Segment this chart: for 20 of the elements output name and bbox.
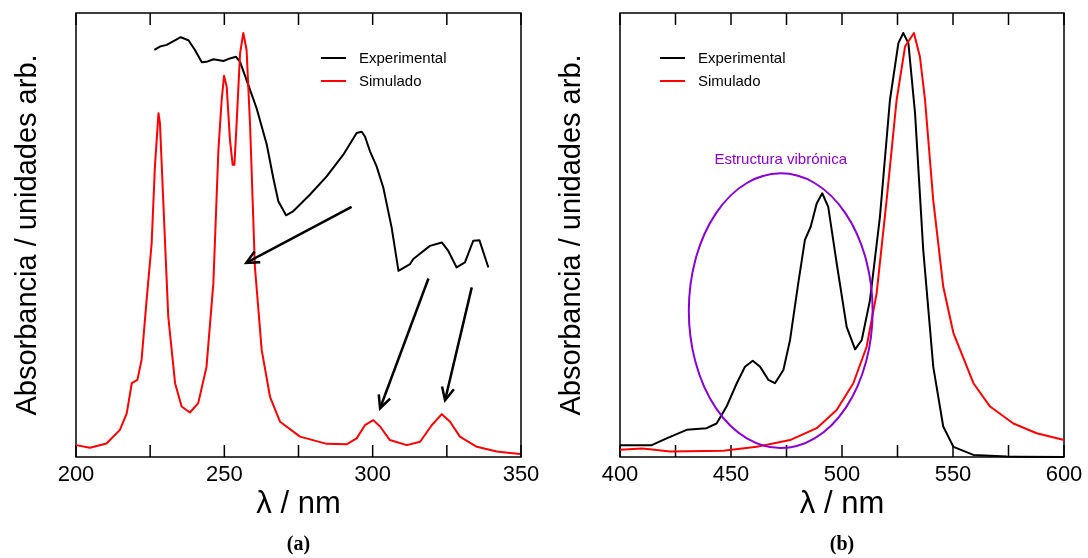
x-tick-label: 550 bbox=[934, 461, 972, 486]
x-tick-label: 250 bbox=[205, 461, 243, 486]
legend-label: Experimental bbox=[359, 49, 447, 66]
x-axis-title: λ / nm bbox=[799, 485, 885, 520]
x-tick-label: 400 bbox=[601, 461, 639, 486]
x-tick-label: 350 bbox=[502, 461, 540, 486]
y-axis-title: Absorbancia / unidades arb. bbox=[554, 54, 586, 416]
x-tick-label: 500 bbox=[823, 461, 861, 486]
legend-label: Experimental bbox=[698, 49, 786, 66]
text: (b) bbox=[829, 532, 855, 555]
legend-label: Simulado bbox=[359, 72, 422, 89]
annotation: Estructura vibrónica bbox=[714, 150, 848, 168]
x-tick-label: 450 bbox=[712, 461, 750, 486]
text: (a) bbox=[286, 532, 311, 555]
y-axis-title: Absorbancia / unidades arb. bbox=[10, 54, 42, 416]
legend-label: Simulado bbox=[698, 72, 761, 89]
x-tick-label: 600 bbox=[1045, 461, 1083, 486]
x-tick-label: 200 bbox=[57, 461, 95, 486]
x-tick-label: 300 bbox=[354, 461, 392, 486]
x-axis-title: λ / nm bbox=[256, 485, 341, 520]
